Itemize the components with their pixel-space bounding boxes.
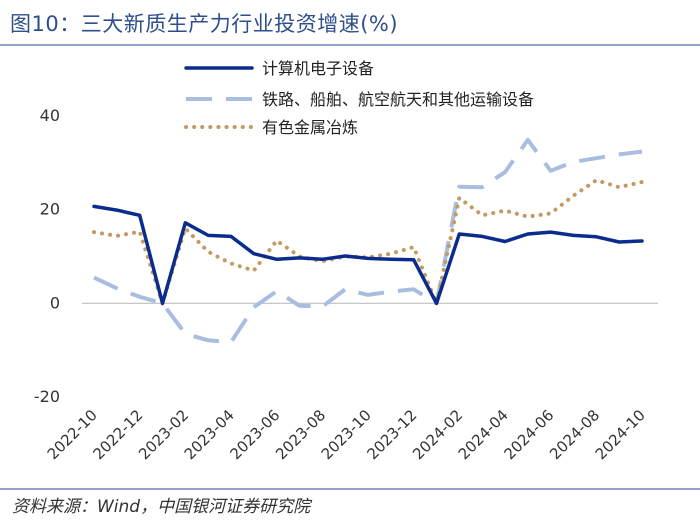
- series-line-3: [92, 178, 644, 306]
- y-tick-label: 0: [50, 293, 60, 312]
- x-tick-label: 2024-10: [592, 406, 649, 463]
- legend-label-3: 有色金属冶炼: [262, 118, 358, 137]
- y-tick-label: -20: [34, 387, 60, 406]
- footer-rule: [0, 488, 700, 490]
- figure-title: 图10：三大新质生产力行业投资增速(%): [10, 12, 399, 36]
- source-note: 资料来源：Wind，中国银河证券研究院: [12, 497, 311, 517]
- series-line-1: [92, 204, 644, 306]
- series-line-2: [93, 137, 643, 345]
- legend-label-2: 铁路、船舶、航空航天和其他运输设备: [262, 90, 534, 109]
- title-rule: [0, 44, 700, 46]
- legend-label-1: 计算机电子设备: [262, 59, 374, 78]
- y-tick-label: 20: [40, 200, 60, 219]
- y-tick-label: 40: [40, 106, 60, 125]
